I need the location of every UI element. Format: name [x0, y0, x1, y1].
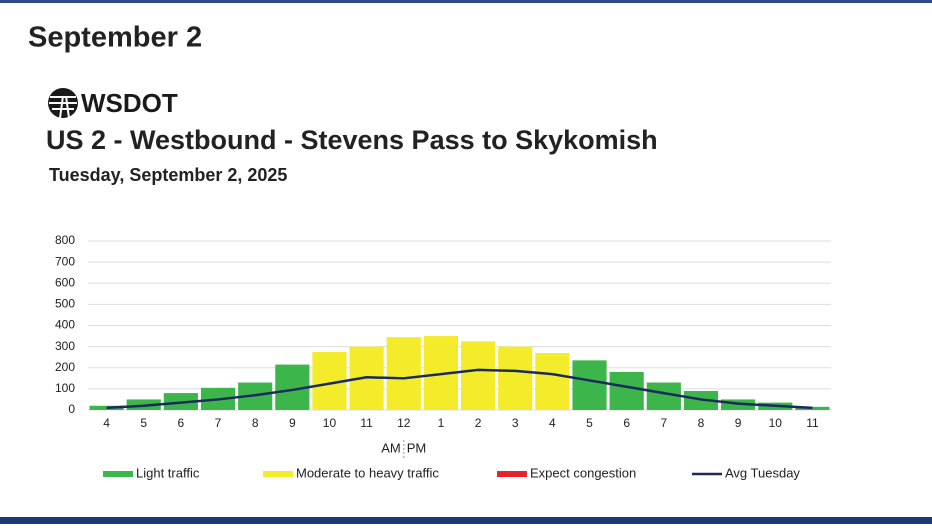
logo-icon [48, 88, 78, 119]
legend-swatch [103, 471, 133, 477]
bar [535, 352, 570, 410]
x-tick-label: 4 [549, 416, 556, 430]
legend-label: Expect congestion [530, 465, 636, 480]
x-tick-label: 6 [623, 416, 630, 430]
y-tick-label: 400 [55, 318, 75, 332]
legend-label: Moderate to heavy traffic [296, 465, 439, 480]
x-tick-label: 8 [252, 416, 259, 430]
x-tick-label: 7 [215, 416, 222, 430]
x-tick-label: 1 [438, 416, 445, 430]
x-tick-label: 5 [586, 416, 593, 430]
legend-label: Light traffic [136, 465, 200, 480]
x-tick-label: 2 [475, 416, 482, 430]
x-tick-label: 8 [698, 416, 705, 430]
bar [572, 360, 607, 410]
top-border [0, 0, 932, 3]
y-tick-label: 600 [55, 275, 75, 289]
x-tick-label: 7 [660, 416, 667, 430]
x-tick-label: 10 [323, 416, 337, 430]
x-tick-label: 5 [140, 416, 147, 430]
avg-line [106, 368, 813, 410]
x-tick-label: 9 [735, 416, 742, 430]
y-tick-label: 100 [55, 381, 75, 395]
x-tick-label: 11 [806, 416, 819, 430]
legend-swatch [497, 471, 527, 477]
chart-title: US 2 - Westbound - Stevens Pass to Skyko… [46, 125, 658, 155]
logo-text: WSDOT [81, 88, 178, 118]
x-tick-label: 11 [360, 416, 373, 430]
bar [461, 341, 496, 410]
bar [386, 337, 421, 410]
bottom-band [0, 517, 932, 524]
y-tick-label: 200 [55, 360, 75, 374]
y-tick-label: 700 [55, 254, 75, 268]
y-tick-label: 0 [68, 402, 75, 416]
bar [498, 346, 533, 410]
y-tick-label: 500 [55, 297, 75, 311]
bar [609, 371, 644, 410]
header: September 2 [28, 22, 202, 54]
x-tick-label: 3 [512, 416, 519, 430]
x-tick-label: 4 [103, 416, 110, 430]
x-tick-label: 6 [178, 416, 185, 430]
am-label: AM [381, 440, 401, 455]
legend-swatch [263, 471, 293, 477]
x-tick-label: 10 [769, 416, 783, 430]
x-tick-label: 12 [397, 416, 411, 430]
y-tick-label: 300 [55, 339, 75, 353]
x-tick-label: 9 [289, 416, 296, 430]
chart-subtitle: Tuesday, September 2, 2025 [49, 165, 287, 185]
pm-label: PM [407, 440, 427, 455]
bar [795, 406, 830, 410]
legend-label: Avg Tuesday [725, 465, 800, 480]
y-tick-label: 800 [55, 233, 75, 247]
